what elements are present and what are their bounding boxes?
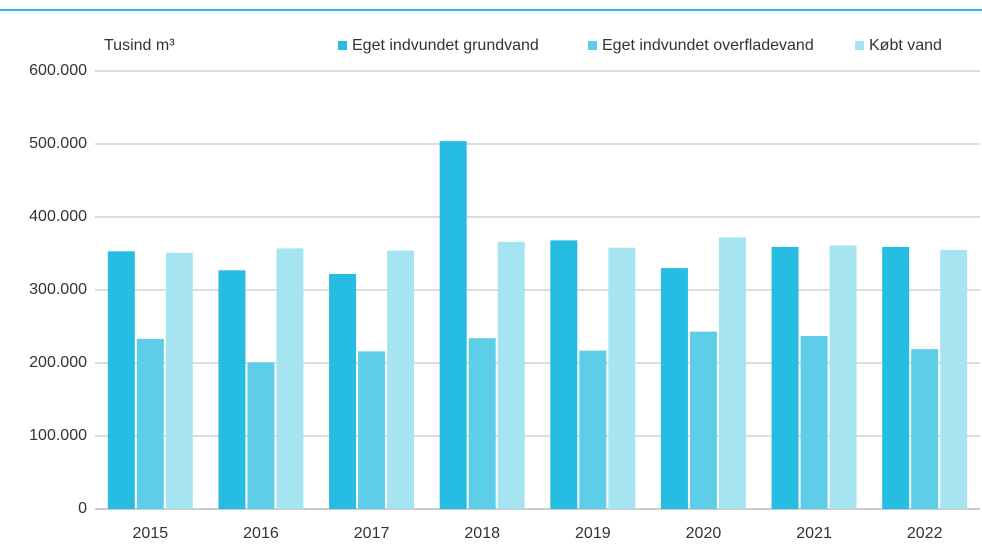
bar (660, 268, 688, 509)
legend-swatch (588, 41, 597, 50)
bar (165, 252, 193, 509)
y-tick-label: 100.000 (29, 427, 87, 444)
bar (579, 350, 607, 509)
bar (550, 240, 578, 510)
bar (718, 237, 746, 509)
legend-label: Eget indvundet grundvand (352, 37, 539, 54)
bar (218, 270, 246, 509)
y-tick-label: 0 (78, 500, 87, 517)
bar (136, 338, 164, 509)
y-tick-label: 200.000 (29, 354, 87, 371)
bar (829, 245, 857, 509)
x-tick-label: 2020 (686, 525, 722, 542)
bar (911, 349, 939, 509)
x-tick-label: 2018 (464, 525, 500, 542)
bar (608, 247, 636, 509)
x-tick-label: 2016 (243, 525, 279, 542)
bar (107, 251, 135, 509)
y-tick-label: 600.000 (29, 62, 87, 79)
legend-label: Købt vand (869, 37, 942, 54)
y-axis-label: Tusind m³ (104, 37, 175, 54)
bar (358, 351, 386, 509)
bar (387, 250, 415, 509)
x-tick-label: 2021 (796, 525, 832, 542)
x-tick-label: 2015 (133, 525, 169, 542)
bar (439, 141, 467, 509)
x-tick-label: 2022 (907, 525, 943, 542)
bar (497, 241, 525, 509)
y-tick-label: 300.000 (29, 281, 87, 298)
bar (689, 331, 717, 509)
legend-swatch (855, 41, 864, 50)
bar (247, 362, 275, 509)
y-tick-label: 500.000 (29, 135, 87, 152)
bar (329, 273, 357, 509)
y-tick-label: 400.000 (29, 208, 87, 225)
bar (940, 249, 968, 509)
bar (800, 335, 828, 509)
bar (276, 248, 304, 509)
bar (882, 246, 910, 509)
bar (468, 338, 496, 509)
bar (771, 246, 799, 509)
x-tick-label: 2019 (575, 525, 611, 542)
legend-label: Eget indvundet overfladevand (602, 37, 814, 54)
legend-swatch (338, 41, 347, 50)
x-tick-label: 2017 (354, 525, 390, 542)
